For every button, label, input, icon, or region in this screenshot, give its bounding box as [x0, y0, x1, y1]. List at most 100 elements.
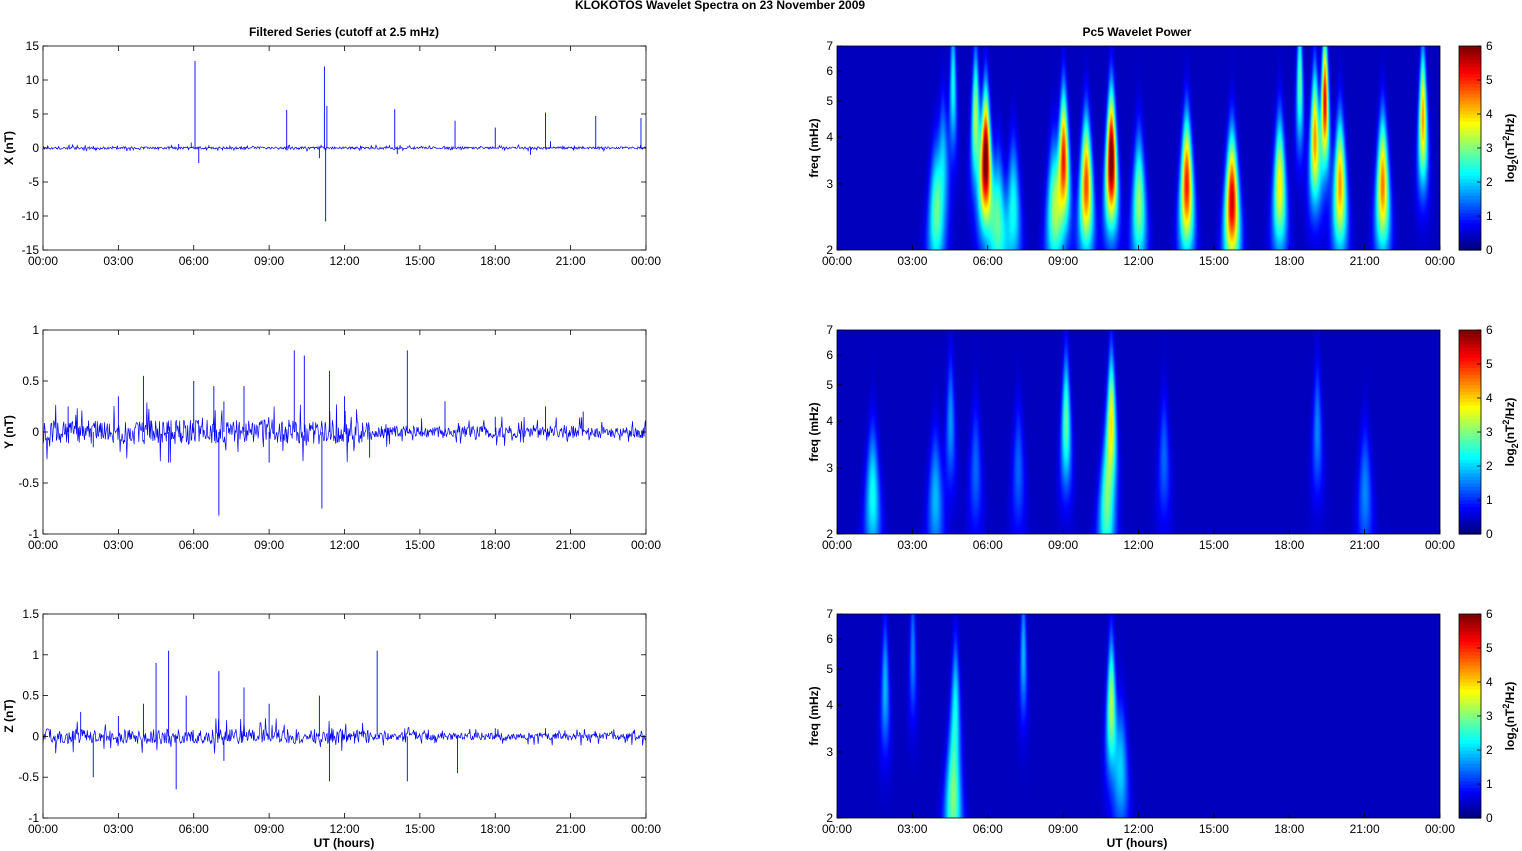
colorbar-segment: [1459, 671, 1481, 676]
y-tick-label: 1: [32, 648, 39, 662]
colorbar-tick-label: 3: [1486, 425, 1493, 439]
colorbar-segment: [1459, 377, 1481, 382]
x-tick-label: 12:00: [329, 254, 359, 268]
colorbar-segment: [1459, 131, 1481, 135]
y-tick-label: -0.5: [18, 770, 39, 784]
colorbar-segment: [1459, 391, 1481, 396]
colorbar-segment: [1459, 459, 1481, 464]
wavelet-power-image: [837, 614, 1440, 818]
colorbar-segment: [1459, 750, 1481, 754]
y-tick-label: 4: [826, 698, 833, 712]
x-tick-label: 03:00: [897, 254, 927, 268]
colorbar-tick-label: 1: [1486, 777, 1493, 791]
colorbar-segment: [1459, 442, 1481, 447]
colorbar-segment: [1459, 110, 1481, 115]
x-tick-label: 00:00: [822, 822, 852, 836]
colorbar-segment: [1459, 688, 1481, 693]
colorbar-segment: [1459, 408, 1481, 413]
colorbar-segment: [1459, 644, 1481, 649]
y-tick-label: 7: [826, 323, 833, 337]
colorbar-segment: [1459, 415, 1481, 419]
colorbar-segment: [1459, 692, 1481, 697]
x-tick-label: 12:00: [329, 538, 359, 552]
colorbar-segment: [1459, 466, 1481, 470]
x-tick-label: 06:00: [973, 254, 1003, 268]
z-series-panel: 1.510.50-0.5-100:00 03:00 06:00 09:00 12:00 1…: [2, 607, 661, 836]
y-tick-label: 0.5: [22, 689, 39, 703]
colorbar-segment: [1459, 685, 1481, 690]
x-tick-label: 18:00: [480, 538, 510, 552]
colorbar-segment: [1459, 158, 1481, 163]
colorbar-segment: [1459, 527, 1481, 532]
colorbar-segment: [1459, 665, 1481, 669]
y-tick-label: -15: [22, 243, 40, 257]
x-tick-label: 15:00: [1199, 822, 1229, 836]
colorbar-segment: [1459, 483, 1481, 487]
colorbar-segment: [1459, 513, 1481, 518]
y-axis-label: Y (nT): [2, 415, 16, 449]
colorbar-segment: [1459, 76, 1481, 81]
colorbar-segment: [1459, 171, 1481, 176]
colorbar-segment: [1459, 773, 1481, 778]
y-tick-label: 5: [826, 378, 833, 392]
colorbar-segment: [1459, 151, 1481, 156]
y-axis-label: X (nT): [2, 131, 16, 165]
colorbar-segment: [1459, 195, 1481, 200]
y-tick-label: 4: [826, 130, 833, 144]
colorbar-segment: [1459, 807, 1481, 812]
colorbar-segment: [1459, 506, 1481, 511]
y-tick-label: 7: [826, 39, 833, 53]
colorbar-segment: [1459, 46, 1481, 50]
y-tick-label: 10: [26, 73, 40, 87]
y-tick-label: 7: [826, 607, 833, 621]
x-tick-label: 15:00: [405, 254, 435, 268]
colorbar-segment: [1459, 780, 1481, 785]
colorbar-tick-label: 4: [1486, 675, 1493, 689]
colorbar-segment: [1459, 137, 1481, 142]
colorbar-segment: [1459, 493, 1481, 498]
colorbar-segment: [1459, 148, 1481, 152]
colorbar-segment: [1459, 374, 1481, 379]
x-tick-label: 18:00: [1274, 822, 1304, 836]
colorbar-segment: [1459, 763, 1481, 768]
colorbar-segment: [1459, 702, 1481, 707]
colorbar-segment: [1459, 347, 1481, 351]
colorbar-segment: [1459, 469, 1481, 474]
x-axis-label-left: UT (hours): [314, 836, 375, 850]
colorbar-segment: [1459, 770, 1481, 775]
colorbar-segment: [1459, 760, 1481, 765]
y-tick-label: 15: [26, 39, 40, 53]
y-tick-label: 2: [826, 527, 833, 541]
colorbar-segment: [1459, 364, 1481, 368]
colorbar-segment: [1459, 726, 1481, 731]
colorbar-segment: [1459, 438, 1481, 443]
colorbar-segment: [1459, 56, 1481, 61]
colorbar-segment: [1459, 637, 1481, 642]
x-tick-label: 00:00: [822, 538, 852, 552]
x-tick-label: 03:00: [103, 538, 133, 552]
colorbar-segment: [1459, 801, 1481, 805]
colorbar-segment: [1459, 381, 1481, 385]
series-noise: [42, 143, 647, 153]
colorbar-segment: [1459, 188, 1481, 193]
colorbar-segment: [1459, 651, 1481, 656]
x-tick-label: 00:00: [1425, 822, 1455, 836]
colorbar-segment: [1459, 631, 1481, 635]
colorbar-tick-label: 4: [1486, 107, 1493, 121]
left-column-title: Filtered Series (cutoff at 2.5 mHz): [249, 25, 439, 39]
colorbar-segment: [1459, 428, 1481, 433]
colorbar-segment: [1459, 107, 1481, 112]
colorbar-segment: [1459, 445, 1481, 450]
colorbar-segment: [1459, 814, 1481, 819]
x-tick-label: 03:00: [897, 538, 927, 552]
x-tick-label: 00:00: [631, 822, 661, 836]
y-tick-label: 0.5: [22, 374, 39, 388]
colorbar-segment: [1459, 753, 1481, 758]
y-tick-label: 6: [826, 348, 833, 362]
colorbar-tick-label: 2: [1486, 743, 1493, 757]
colorbar-segment: [1459, 168, 1481, 173]
colorbar-segment: [1459, 340, 1481, 345]
x-tick-label: 09:00: [254, 822, 284, 836]
